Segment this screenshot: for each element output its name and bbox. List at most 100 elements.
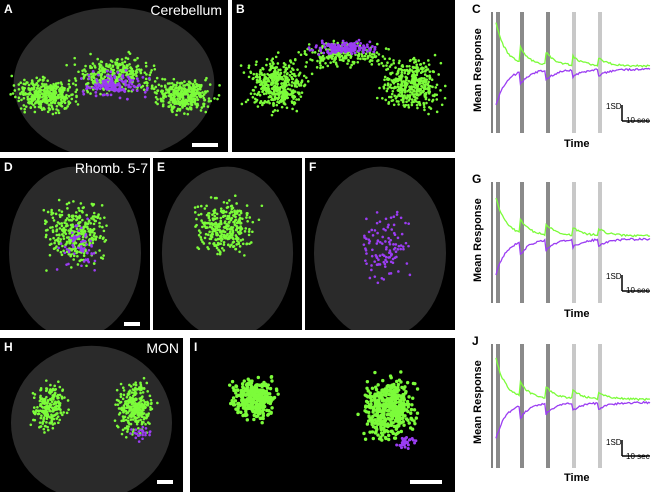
green-neuron <box>268 62 272 66</box>
green-neuron <box>73 77 77 80</box>
purple-neuron <box>370 264 373 267</box>
green-neuron <box>250 408 255 412</box>
green-neuron <box>390 404 395 409</box>
green-neuron <box>218 84 221 87</box>
green-neuron <box>203 207 207 210</box>
green-neuron <box>256 105 260 108</box>
purple-neuron <box>101 93 105 97</box>
purple-neuron <box>405 262 409 265</box>
purple-neuron <box>67 249 71 252</box>
green-neuron <box>213 214 217 218</box>
green-neuron <box>293 74 296 77</box>
green-neuron <box>405 399 410 404</box>
green-neuron <box>167 89 171 93</box>
green-neuron <box>60 213 64 217</box>
green-neuron <box>51 112 55 116</box>
green-neuron <box>126 416 130 420</box>
purple-neuron <box>134 428 138 431</box>
purple-neuron <box>366 45 369 49</box>
green-neuron <box>205 204 208 208</box>
green-neuron <box>315 66 319 69</box>
purple-trace <box>495 67 651 106</box>
green-neuron <box>258 410 262 414</box>
green-neuron <box>10 74 14 78</box>
green-neuron <box>91 62 95 65</box>
green-neuron <box>60 222 64 225</box>
green-neuron <box>332 60 335 63</box>
green-neuron <box>99 60 103 63</box>
green-neuron <box>101 225 104 229</box>
green-neuron <box>389 429 394 434</box>
green-neuron <box>47 404 51 408</box>
green-neuron <box>119 395 123 399</box>
green-neuron <box>380 399 385 403</box>
chart-j-scale-y: 1SD <box>606 438 622 447</box>
green-neuron <box>275 96 279 100</box>
green-neuron <box>276 51 280 54</box>
green-neuron <box>55 233 59 237</box>
green-neuron <box>84 64 87 68</box>
green-neuron <box>403 81 406 85</box>
green-neuron <box>43 222 47 225</box>
green-neuron <box>39 106 43 110</box>
green-neuron <box>202 104 206 108</box>
purple-neuron <box>340 43 344 47</box>
green-neuron <box>51 216 55 220</box>
green-neuron <box>303 50 307 53</box>
green-neuron <box>65 63 68 67</box>
purple-neuron <box>137 440 141 443</box>
green-neuron <box>51 92 54 96</box>
purple-neuron <box>381 253 384 256</box>
green-neuron <box>428 70 432 73</box>
green-neuron <box>126 73 130 76</box>
green-neuron <box>76 254 79 258</box>
green-neuron <box>234 384 239 389</box>
chart-j-ylabel: Mean Response <box>472 360 484 444</box>
green-neuron <box>168 87 171 90</box>
green-neuron <box>256 397 260 402</box>
green-neuron <box>113 419 117 422</box>
green-neuron <box>66 399 70 402</box>
green-neuron <box>416 67 419 71</box>
green-neuron <box>77 237 81 241</box>
green-neuron <box>142 376 146 380</box>
green-neuron <box>222 200 226 204</box>
green-neuron <box>289 60 293 64</box>
green-neuron <box>142 399 145 402</box>
green-neuron <box>125 395 129 399</box>
green-neuron <box>119 68 122 72</box>
green-neuron <box>92 76 96 80</box>
green-neuron <box>278 77 282 80</box>
green-neuron <box>68 101 72 105</box>
green-neuron <box>239 239 243 242</box>
green-neuron <box>128 389 132 392</box>
green-neuron <box>429 84 432 88</box>
green-neuron <box>374 413 379 418</box>
green-neuron <box>228 220 231 224</box>
green-neuron <box>379 409 383 413</box>
purple-neuron <box>376 281 380 285</box>
purple-neuron <box>57 246 60 250</box>
green-neuron <box>144 64 148 68</box>
green-neuron <box>238 245 242 248</box>
green-neuron <box>118 411 122 415</box>
purple-neuron <box>109 88 113 91</box>
green-neuron <box>114 80 117 83</box>
green-neuron <box>92 235 96 238</box>
chart-g-plot <box>491 182 651 303</box>
purple-neuron <box>399 216 403 220</box>
green-neuron <box>270 379 274 383</box>
green-neuron <box>66 105 69 108</box>
green-neuron <box>192 97 196 100</box>
green-neuron <box>57 198 61 202</box>
purple-neuron <box>330 49 334 53</box>
purple-neuron <box>370 228 374 232</box>
green-neuron <box>290 84 294 87</box>
green-neuron <box>277 96 281 100</box>
green-neuron <box>400 68 404 72</box>
purple-neuron <box>148 430 152 433</box>
green-neuron <box>245 385 250 389</box>
green-neuron <box>174 92 177 95</box>
green-neuron <box>57 208 61 212</box>
green-neuron <box>254 63 258 66</box>
